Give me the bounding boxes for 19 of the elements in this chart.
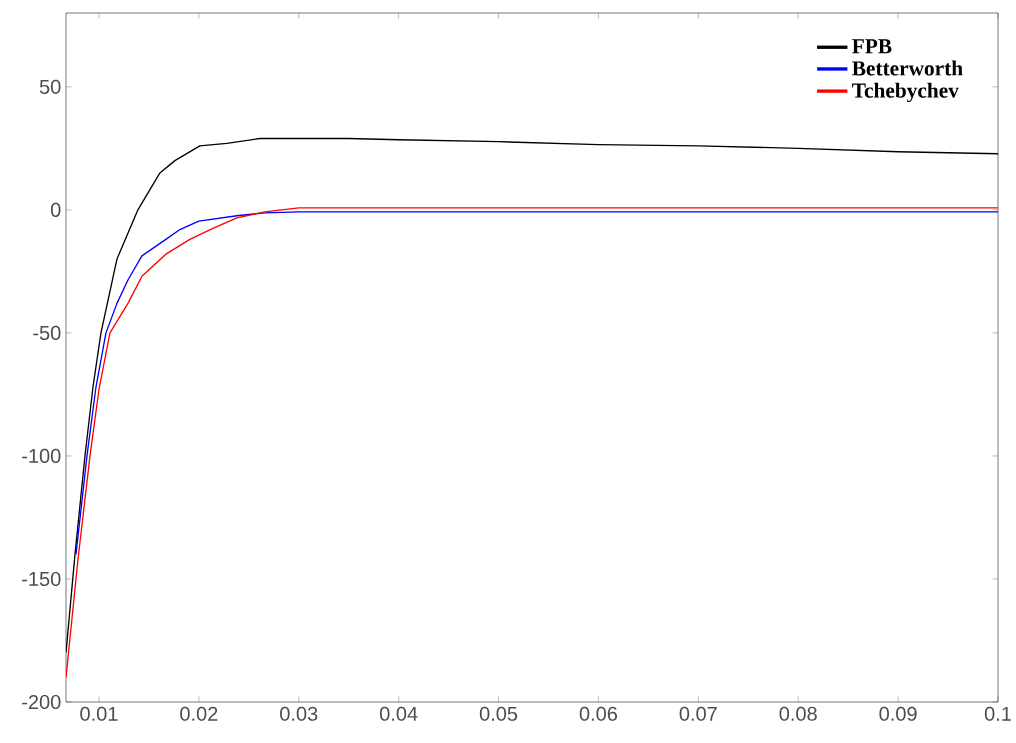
y-tick-label: -150 — [22, 571, 61, 587]
y-tick-label: -200 — [22, 694, 61, 710]
y-tick-label: 50 — [39, 79, 61, 94]
x-tick-label: 0.07 — [679, 706, 717, 721]
legend-label: FPB — [852, 39, 892, 54]
legend-label: Tchebychev — [852, 82, 959, 103]
x-tick-label: 0.1 — [984, 706, 1011, 721]
legend-label: Betterworth — [852, 60, 963, 76]
x-tick-label: 0.04 — [379, 706, 418, 721]
x-tick-label: 0.02 — [180, 706, 218, 721]
y-tick-label: 0 — [50, 202, 61, 217]
y-tick-label: -100 — [22, 448, 61, 463]
x-tick-label: 0.08 — [779, 706, 817, 721]
x-tick-label: 0.05 — [479, 706, 518, 721]
x-tick-label: 0.01 — [80, 706, 118, 721]
x-tick-label: 0.09 — [879, 706, 917, 721]
x-tick-label: 0.03 — [280, 706, 318, 721]
y-tick-label: -50 — [33, 325, 61, 340]
x-tick-label: 0.06 — [579, 706, 618, 721]
